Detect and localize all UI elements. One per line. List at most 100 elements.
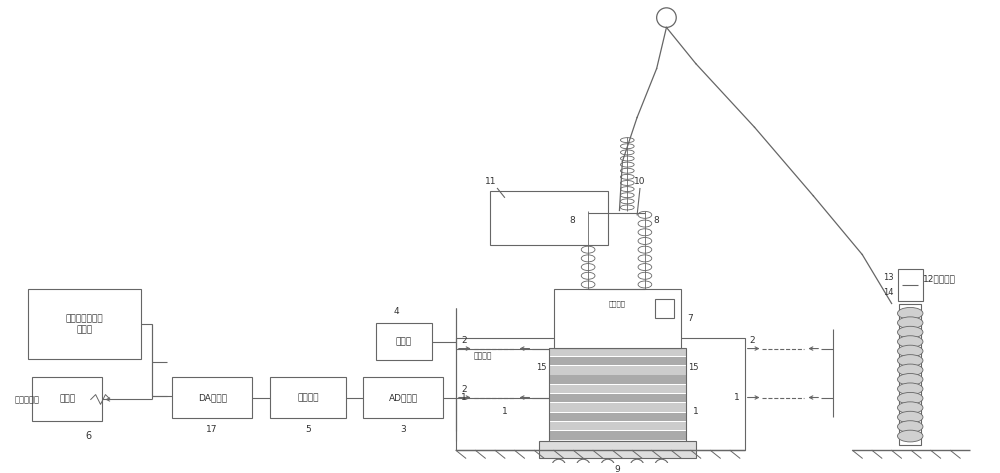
Bar <box>549 348 686 356</box>
Ellipse shape <box>898 364 923 376</box>
Bar <box>549 403 686 412</box>
Ellipse shape <box>898 355 923 367</box>
Bar <box>655 298 674 318</box>
Ellipse shape <box>620 144 634 149</box>
Ellipse shape <box>620 205 634 210</box>
Text: 柔和报警声: 柔和报警声 <box>14 395 39 404</box>
Text: 断路器分闸线圈
不动作: 断路器分闸线圈 不动作 <box>66 314 103 334</box>
Ellipse shape <box>898 412 923 423</box>
Bar <box>898 269 923 300</box>
Ellipse shape <box>638 211 652 219</box>
Text: 1: 1 <box>461 393 467 402</box>
Bar <box>554 289 681 348</box>
Bar <box>490 191 608 245</box>
Bar <box>549 412 686 421</box>
Ellipse shape <box>898 383 923 394</box>
Bar <box>549 422 686 430</box>
Ellipse shape <box>620 156 634 161</box>
Ellipse shape <box>638 229 652 236</box>
Ellipse shape <box>581 220 595 227</box>
Ellipse shape <box>581 229 595 236</box>
Ellipse shape <box>898 326 923 338</box>
Text: 4: 4 <box>393 307 399 316</box>
Text: 11: 11 <box>484 176 496 185</box>
Bar <box>172 377 252 418</box>
Text: 8: 8 <box>654 216 660 225</box>
Bar <box>32 377 102 421</box>
Text: 2: 2 <box>461 385 467 394</box>
Text: AD转换器: AD转换器 <box>389 393 418 402</box>
Text: 1: 1 <box>693 407 699 416</box>
Ellipse shape <box>898 420 923 432</box>
Ellipse shape <box>638 281 652 288</box>
Ellipse shape <box>620 175 634 179</box>
Ellipse shape <box>581 263 595 271</box>
Ellipse shape <box>581 255 595 262</box>
Text: 8: 8 <box>570 216 575 225</box>
Ellipse shape <box>898 393 923 404</box>
Ellipse shape <box>638 263 652 271</box>
Text: 17: 17 <box>206 425 218 434</box>
Ellipse shape <box>638 220 652 227</box>
Ellipse shape <box>638 246 652 253</box>
Text: 3: 3 <box>400 425 406 434</box>
Text: 显示器: 显示器 <box>396 337 412 346</box>
Ellipse shape <box>620 150 634 155</box>
Bar <box>549 366 686 375</box>
Text: 12来电电源: 12来电电源 <box>923 274 956 283</box>
Ellipse shape <box>620 162 634 167</box>
Ellipse shape <box>898 307 923 319</box>
Text: 10: 10 <box>634 176 646 185</box>
Text: 13: 13 <box>883 272 894 281</box>
Ellipse shape <box>620 168 634 173</box>
Ellipse shape <box>620 187 634 192</box>
Text: 2: 2 <box>461 336 467 345</box>
Ellipse shape <box>620 193 634 198</box>
Ellipse shape <box>898 402 923 413</box>
Bar <box>270 377 346 418</box>
Ellipse shape <box>581 281 595 288</box>
Text: 控制模块: 控制模块 <box>297 393 319 402</box>
Text: DA转换器: DA转换器 <box>198 393 227 402</box>
Text: 采集传感: 采集传感 <box>474 351 492 360</box>
Ellipse shape <box>581 272 595 279</box>
Ellipse shape <box>581 237 595 245</box>
Bar <box>549 394 686 403</box>
Ellipse shape <box>620 138 634 142</box>
Bar <box>28 289 141 359</box>
Ellipse shape <box>638 272 652 279</box>
Bar <box>376 323 432 360</box>
Text: 15: 15 <box>688 363 698 372</box>
Text: 15: 15 <box>536 363 547 372</box>
Text: 6: 6 <box>86 431 92 441</box>
Text: 1: 1 <box>734 393 740 402</box>
Ellipse shape <box>898 430 923 442</box>
Bar <box>549 376 686 384</box>
Bar <box>363 377 443 418</box>
Bar <box>549 348 686 440</box>
Bar <box>549 357 686 365</box>
Ellipse shape <box>581 211 595 219</box>
Ellipse shape <box>638 237 652 245</box>
Bar <box>899 304 921 446</box>
Ellipse shape <box>620 181 634 185</box>
Text: 报警器: 报警器 <box>59 394 75 403</box>
Ellipse shape <box>638 255 652 262</box>
Bar <box>539 440 696 458</box>
Ellipse shape <box>898 317 923 329</box>
Bar <box>549 385 686 393</box>
Ellipse shape <box>898 345 923 357</box>
Ellipse shape <box>898 374 923 385</box>
Text: 14: 14 <box>883 288 894 297</box>
Ellipse shape <box>620 199 634 204</box>
Text: 9: 9 <box>615 465 620 473</box>
Text: 7: 7 <box>687 314 693 323</box>
Text: 5: 5 <box>305 425 311 434</box>
Text: 1: 1 <box>502 407 508 416</box>
Ellipse shape <box>898 336 923 348</box>
Bar <box>549 431 686 439</box>
Ellipse shape <box>581 246 595 253</box>
Text: 主变本体: 主变本体 <box>609 300 626 307</box>
Text: 2: 2 <box>750 336 755 345</box>
Bar <box>456 338 745 450</box>
